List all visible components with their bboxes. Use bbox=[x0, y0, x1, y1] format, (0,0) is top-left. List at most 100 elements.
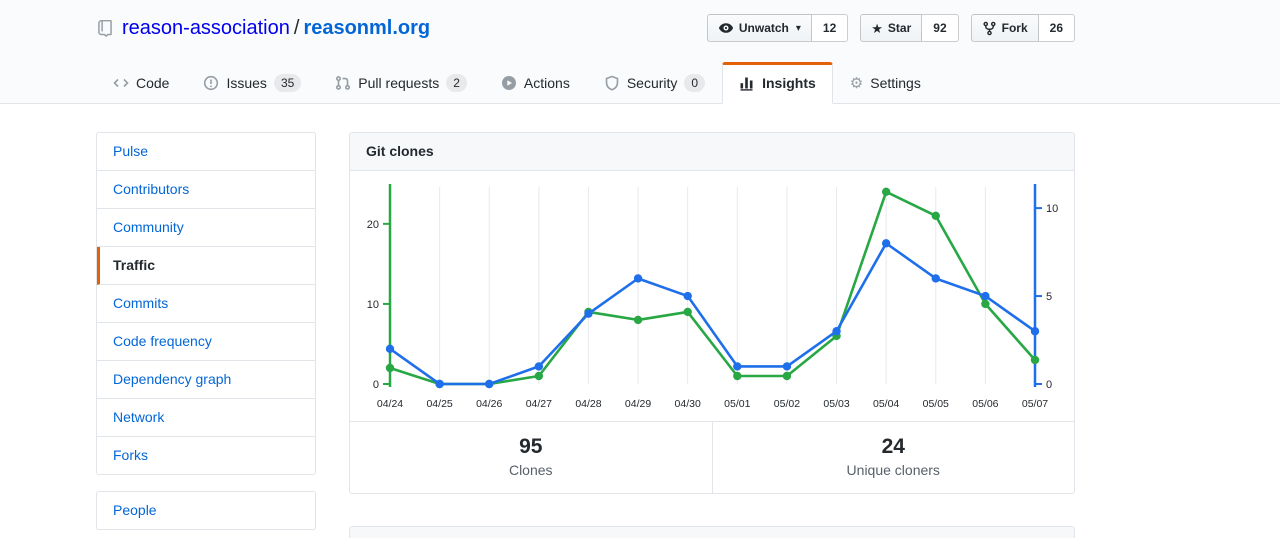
x-axis-label: 04/25 bbox=[426, 398, 452, 410]
tab-actions[interactable]: Actions bbox=[484, 62, 587, 104]
unique-cloners-point[interactable] bbox=[782, 362, 792, 371]
git-clones-title: Git clones bbox=[350, 133, 1074, 171]
sidebar-item-commits[interactable]: Commits bbox=[97, 285, 315, 323]
sidebar-item-network[interactable]: Network bbox=[97, 399, 315, 437]
unique-cloners-point[interactable] bbox=[633, 274, 643, 283]
clones-point[interactable] bbox=[733, 371, 742, 381]
fork-count[interactable]: 26 bbox=[1038, 14, 1075, 42]
watch-button-group: Unwatch ▾ 12 bbox=[706, 14, 849, 42]
watch-count[interactable]: 12 bbox=[811, 14, 849, 42]
clones-point[interactable] bbox=[1030, 355, 1040, 365]
x-axis-label: 05/03 bbox=[823, 398, 849, 410]
repo-action-buttons: Unwatch ▾ 12 ★ Star 92 Fork bbox=[695, 14, 1075, 42]
unique-cloners-label: Unique cloners bbox=[846, 462, 940, 478]
visitors-panel: Visitors bbox=[349, 526, 1075, 538]
repo-name-link[interactable]: reasonml.org bbox=[303, 16, 431, 39]
content-area: Pulse Contributors Community Traffic Com… bbox=[96, 104, 1075, 538]
star-count[interactable]: 92 bbox=[922, 14, 959, 42]
clones-total-cell: 95 Clones bbox=[350, 422, 712, 493]
sidebar-item-contributors[interactable]: Contributors bbox=[97, 171, 315, 209]
insights-menu: Pulse Contributors Community Traffic Com… bbox=[96, 132, 316, 475]
play-circle-icon bbox=[501, 75, 517, 91]
x-axis-label: 04/26 bbox=[476, 398, 502, 410]
x-axis-label: 04/27 bbox=[526, 398, 552, 410]
fork-icon bbox=[983, 21, 996, 35]
git-clones-chart[interactable]: 04/24 04/25 04/26 04/27 04/28 04/29 04/30 05/01… bbox=[350, 171, 1074, 421]
fork-button[interactable]: Fork bbox=[970, 14, 1039, 42]
tab-insights-label: Insights bbox=[762, 75, 816, 91]
unique-cloners-point[interactable] bbox=[584, 309, 593, 318]
right-axis-tick-label: 0 bbox=[1046, 379, 1052, 391]
star-button[interactable]: ★ Star bbox=[860, 14, 923, 42]
sidebar-item-code-frequency[interactable]: Code frequency bbox=[97, 323, 315, 361]
unique-cloners-point[interactable] bbox=[1030, 327, 1040, 336]
repo-owner-link[interactable]: reason-association bbox=[122, 16, 290, 39]
clones-point[interactable] bbox=[534, 371, 544, 381]
bar-chart-icon bbox=[739, 75, 755, 91]
clones-point[interactable] bbox=[931, 211, 940, 221]
tab-security[interactable]: Security 0 bbox=[587, 62, 722, 104]
x-axis-label: 05/07 bbox=[1022, 398, 1048, 410]
unique-cloners-value: 24 bbox=[881, 435, 905, 458]
clones-point[interactable] bbox=[782, 371, 792, 381]
tab-pull-requests[interactable]: Pull requests 2 bbox=[318, 62, 484, 104]
star-button-group: ★ Star 92 bbox=[860, 14, 959, 42]
traffic-main: Git clones 04/24 04/25 04/26 04/27 04/28 04/2… bbox=[349, 132, 1075, 538]
sidebar-item-community[interactable]: Community bbox=[97, 209, 315, 247]
page-header: reason-association / reasonml.org Unwatch … bbox=[0, 0, 1280, 104]
unique-cloners-point[interactable] bbox=[733, 362, 742, 371]
sidebar-item-traffic[interactable]: Traffic bbox=[97, 247, 315, 285]
unique-cloners-line bbox=[388, 241, 1037, 386]
tab-issues[interactable]: Issues 35 bbox=[186, 62, 318, 104]
breadcrumb: reason-association / reasonml.org bbox=[122, 17, 430, 40]
repo-book-icon bbox=[96, 19, 114, 37]
clones-point[interactable] bbox=[881, 187, 891, 197]
tab-security-label: Security bbox=[626, 75, 678, 91]
x-axis-label: 05/02 bbox=[774, 398, 800, 410]
sidebar-item-forks[interactable]: Forks bbox=[113, 447, 148, 463]
clones-line bbox=[388, 190, 1037, 386]
visitors-title: Visitors bbox=[350, 527, 1074, 538]
unique-cloners-point[interactable] bbox=[931, 274, 940, 283]
unique-cloners-point[interactable] bbox=[485, 379, 494, 389]
tab-code[interactable]: Code bbox=[96, 62, 186, 104]
unique-cloners-point[interactable] bbox=[832, 327, 841, 336]
issue-icon bbox=[203, 75, 219, 91]
tab-actions-label: Actions bbox=[523, 75, 570, 91]
sidebar-item-pulse[interactable]: Pulse bbox=[97, 133, 315, 171]
shield-icon bbox=[604, 75, 620, 91]
tab-settings[interactable]: ⚙ Settings bbox=[833, 62, 938, 104]
pull-requests-counter: 2 bbox=[446, 74, 467, 92]
clones-point[interactable] bbox=[633, 315, 643, 325]
unique-cloners-point[interactable] bbox=[683, 291, 692, 301]
issues-counter: 35 bbox=[273, 74, 302, 92]
tab-insights[interactable]: Insights bbox=[722, 62, 833, 104]
clones-point[interactable] bbox=[683, 307, 692, 317]
unique-cloners-point[interactable] bbox=[385, 344, 395, 354]
unique-cloners-point[interactable] bbox=[435, 379, 444, 389]
unwatch-label: Unwatch bbox=[738, 21, 789, 35]
left-axis-tick-label: 10 bbox=[367, 299, 379, 311]
x-axis-label: 05/01 bbox=[724, 398, 750, 410]
sidebar-item-people[interactable]: People bbox=[113, 502, 157, 518]
x-axis-label: 04/24 bbox=[377, 398, 403, 410]
unique-cloners-point[interactable] bbox=[534, 362, 544, 371]
unique-cloners-point[interactable] bbox=[981, 291, 990, 301]
x-axis-label: 05/04 bbox=[873, 398, 899, 410]
x-axis-label: 04/28 bbox=[575, 398, 601, 410]
star-label: Star bbox=[887, 21, 912, 35]
unique-cloners-point[interactable] bbox=[881, 239, 891, 248]
x-axis-label: 04/30 bbox=[675, 398, 701, 410]
tab-code-label: Code bbox=[136, 75, 170, 91]
git-clones-chart-wrap: 04/24 04/25 04/26 04/27 04/28 04/29 04/30 05/01… bbox=[350, 171, 1074, 421]
x-axis-label: 05/05 bbox=[923, 398, 949, 410]
sidebar-item-dependency-graph[interactable]: Dependency graph bbox=[97, 361, 315, 399]
people-menu: People bbox=[96, 491, 316, 530]
tab-settings-label: Settings bbox=[870, 75, 921, 91]
unwatch-button[interactable]: Unwatch ▾ bbox=[706, 14, 812, 42]
clones-point[interactable] bbox=[385, 363, 395, 373]
unique-cloners-cell: 24 Unique cloners bbox=[711, 422, 1075, 493]
clones-point[interactable] bbox=[981, 299, 990, 309]
tab-pull-requests-label: Pull requests bbox=[358, 75, 440, 91]
clones-summary-row: 95 Clones 24 Unique cloners bbox=[350, 421, 1074, 493]
